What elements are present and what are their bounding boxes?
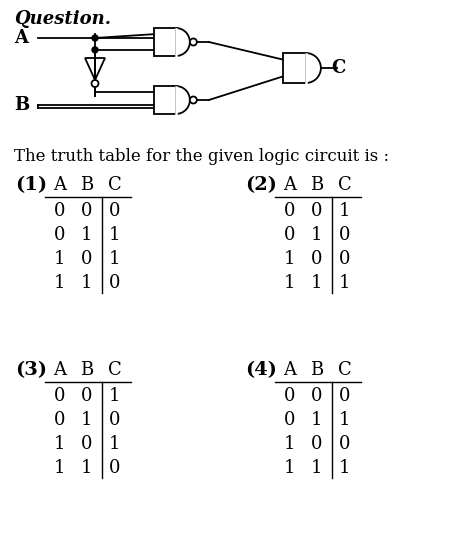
Bar <box>154 28 176 56</box>
Text: 1: 1 <box>339 459 351 477</box>
Text: 0: 0 <box>339 226 351 244</box>
Text: 1: 1 <box>311 411 323 429</box>
Text: (4): (4) <box>245 361 277 379</box>
Text: A: A <box>283 361 297 379</box>
Text: 0: 0 <box>81 435 93 453</box>
Text: 1: 1 <box>311 226 323 244</box>
Text: 1: 1 <box>109 387 121 405</box>
Text: 0: 0 <box>109 459 121 477</box>
Text: A: A <box>54 176 66 194</box>
Text: 0: 0 <box>311 250 323 268</box>
Text: 0: 0 <box>284 411 296 429</box>
Text: B: B <box>310 361 324 379</box>
Circle shape <box>92 35 98 41</box>
Text: 0: 0 <box>284 202 296 220</box>
Text: 0: 0 <box>339 387 351 405</box>
Bar <box>154 86 176 114</box>
Text: C: C <box>338 176 352 194</box>
Text: The truth table for the given logic circuit is :: The truth table for the given logic circ… <box>14 148 389 165</box>
Text: 1: 1 <box>339 411 351 429</box>
Text: 1: 1 <box>81 226 93 244</box>
Text: 1: 1 <box>109 435 121 453</box>
Text: 0: 0 <box>54 387 66 405</box>
Text: 0: 0 <box>284 387 296 405</box>
Text: B: B <box>81 176 94 194</box>
Text: 0: 0 <box>54 411 66 429</box>
Text: 0: 0 <box>109 411 121 429</box>
Bar <box>283 53 306 83</box>
Text: B: B <box>14 96 29 114</box>
Text: 1: 1 <box>54 459 66 477</box>
Text: 0: 0 <box>54 226 66 244</box>
Text: 1: 1 <box>311 274 323 293</box>
Text: 0: 0 <box>311 387 323 405</box>
Text: 0: 0 <box>339 435 351 453</box>
Text: A: A <box>54 361 66 379</box>
Text: (1): (1) <box>15 176 47 194</box>
Text: 1: 1 <box>81 459 93 477</box>
Text: 0: 0 <box>54 202 66 220</box>
Text: 1: 1 <box>339 274 351 293</box>
Text: C: C <box>108 176 122 194</box>
Text: 0: 0 <box>81 250 93 268</box>
Text: 1: 1 <box>54 435 66 453</box>
Text: 0: 0 <box>81 387 93 405</box>
Text: 1: 1 <box>54 250 66 268</box>
Text: 0: 0 <box>311 435 323 453</box>
Circle shape <box>92 47 98 53</box>
Text: (3): (3) <box>15 361 47 379</box>
Text: 1: 1 <box>284 435 296 453</box>
Text: C: C <box>331 59 345 77</box>
Text: 1: 1 <box>54 274 66 293</box>
Text: 1: 1 <box>109 226 121 244</box>
Text: C: C <box>108 361 122 379</box>
Text: 1: 1 <box>109 250 121 268</box>
Text: 1: 1 <box>284 459 296 477</box>
Text: 0: 0 <box>284 226 296 244</box>
Text: 1: 1 <box>284 274 296 293</box>
Text: 1: 1 <box>284 250 296 268</box>
Text: 0: 0 <box>81 202 93 220</box>
Text: 1: 1 <box>81 411 93 429</box>
Text: 0: 0 <box>311 202 323 220</box>
Text: B: B <box>81 361 94 379</box>
Text: 0: 0 <box>109 274 121 293</box>
Text: A: A <box>14 29 28 47</box>
Text: 1: 1 <box>311 459 323 477</box>
Text: A: A <box>283 176 297 194</box>
Text: C: C <box>338 361 352 379</box>
Circle shape <box>91 80 99 87</box>
Text: 0: 0 <box>109 202 121 220</box>
Text: Question.: Question. <box>14 10 111 28</box>
Text: (2): (2) <box>245 176 277 194</box>
Text: 1: 1 <box>339 202 351 220</box>
Text: B: B <box>310 176 324 194</box>
Text: 0: 0 <box>339 250 351 268</box>
Text: 1: 1 <box>81 274 93 293</box>
Circle shape <box>190 96 197 104</box>
Circle shape <box>190 39 197 45</box>
